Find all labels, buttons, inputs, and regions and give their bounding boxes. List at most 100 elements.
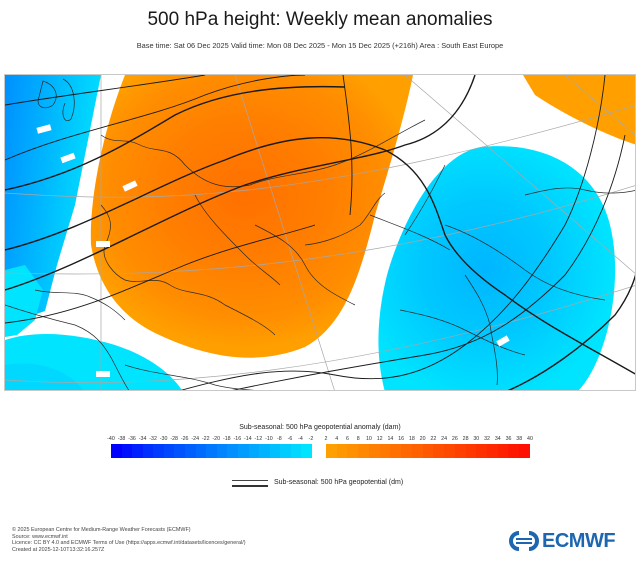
created-line: Created at 2025-12-10T13:32:16.257Z — [12, 546, 105, 553]
colorbar-tick-label: -6 — [287, 436, 293, 442]
colorbar-positive-swatch — [368, 444, 380, 458]
colorbar-negative-swatch — [290, 444, 302, 458]
source-line: Source: www.ecmwf.int — [12, 533, 68, 540]
colorbar-ticks-negative: -40 -38 -36 -34 -32 -30 -28 -26 -24 -22 -20 -18 -16-… — [107, 436, 314, 444]
colorbar-tick-label: -38 — [117, 436, 126, 442]
colorbar-negative-swatch — [163, 444, 175, 458]
colorbar-tick-label: -12 — [254, 436, 263, 442]
colorbar-tick-label: 16 — [398, 436, 405, 442]
colorbar-positive-swatch — [497, 444, 509, 458]
colorbar-negative-swatch — [111, 444, 122, 458]
negative-anomaly-west — [5, 75, 101, 325]
colorbar-tick-label: 34 — [494, 436, 501, 442]
colorbar-tick-label: -4 — [298, 436, 303, 442]
colorbar-ticks-positive: 2 4 6 8 10 12 14 16 18 20 22 24 26 28 30 32 34 36 38 40 — [324, 436, 533, 444]
colorbar-negative-swatch — [216, 444, 228, 458]
colorbar-positive-swatch — [379, 444, 391, 458]
colorbar-tick-label: -32 — [149, 436, 157, 442]
colorbar-tick-label: 40 — [527, 436, 533, 442]
licence-line: Licence: CC BY 4.0 and ECMWF Terms of Us… — [12, 540, 246, 547]
colorbar-positive-swatch — [390, 444, 402, 458]
colorbar-tick-label: 30 — [473, 436, 480, 442]
colorbar-tick-label: -14 — [244, 436, 252, 442]
colorbar-tick-label: 28 — [462, 436, 469, 442]
colorbar-tick-label: -16 — [233, 436, 242, 442]
colorbar-tick-label: 4 — [335, 436, 339, 442]
colorbar-positive-swatch — [347, 444, 359, 458]
colorbar-tick-label: 2 — [324, 436, 328, 442]
colorbar-tick-label: 20 — [419, 436, 426, 442]
colorbar-tick-label: -2 — [308, 436, 314, 442]
copyright-line: © 2025 European Centre for Medium-Range … — [12, 527, 191, 533]
colorbar-tick-label: 10 — [365, 436, 372, 442]
colorbar-tick-label: 14 — [387, 436, 394, 442]
colorbar-tick-label: 18 — [408, 436, 415, 442]
colorbar-positive — [326, 444, 530, 458]
contour-legend: Sub-seasonal: 500 hPa geopotential (dm) — [232, 478, 472, 492]
positive-anomaly-northeast — [523, 75, 635, 145]
colorbar-tick-label: 32 — [484, 436, 490, 442]
colorbar-negative — [111, 444, 312, 458]
colorbar-positive-swatch — [465, 444, 477, 458]
colorbar-tick-label: -28 — [170, 436, 178, 442]
positive-anomaly-central — [90, 75, 414, 358]
colorbar-tick-label: -22 — [201, 436, 210, 442]
colorbar-tick-label: -18 — [222, 436, 231, 442]
colorbar-negative-swatch — [280, 444, 291, 458]
colorbar-positive-swatch — [476, 444, 488, 458]
contour-labels — [36, 124, 510, 377]
colorbar-tick-label: 6 — [345, 436, 349, 442]
ecmwf-logo-text: ECMWF — [542, 529, 616, 552]
graticule — [5, 75, 635, 390]
colorbar-positive-swatch — [508, 444, 520, 458]
colorbar-positive-swatch — [326, 444, 337, 458]
contour-line-swatch — [232, 480, 268, 487]
colorbar-tick-label: 26 — [451, 436, 458, 442]
colorbar-tick-label: -26 — [180, 436, 189, 442]
colorbar-negative-swatch — [142, 444, 154, 458]
colorbar-negative-swatch — [248, 444, 260, 458]
colorbar-negative-swatch — [153, 444, 164, 458]
colorbar-tick-label: -8 — [277, 436, 282, 442]
ecmwf-logo-icon — [509, 531, 539, 551]
negative-anomaly-east — [378, 146, 616, 390]
colorbar-positive-swatch — [433, 444, 445, 458]
colorbar-negative-swatch — [174, 444, 186, 458]
colorbar-positive-swatch — [411, 444, 423, 458]
colorbar-tick-label: 36 — [505, 436, 512, 442]
colorbar-positive-swatch — [358, 444, 369, 458]
colorbar-negative-swatch — [237, 444, 249, 458]
colorbar-negative-swatch — [206, 444, 217, 458]
chart-subtitle: Base time: Sat 06 Dec 2025 Valid time: M… — [136, 41, 504, 50]
colorbar-positive-swatch — [401, 444, 412, 458]
colorbar-tick-label: 8 — [356, 436, 360, 442]
colorbar-negative-swatch — [195, 444, 207, 458]
colorbar-tick-label: 22 — [430, 436, 437, 442]
colorbar-positive-swatch — [519, 444, 530, 458]
colorbar-tick-label: -24 — [191, 436, 200, 442]
colorbar-positive-swatch — [336, 444, 348, 458]
map-canvas — [5, 75, 635, 390]
coastlines — [5, 78, 635, 390]
colorbar-tick-label: -40 — [107, 436, 115, 442]
anomaly-map — [4, 74, 636, 391]
colorbar-tick-label: 38 — [516, 436, 523, 442]
chart-title: 500 hPa height: Weekly mean anomalies — [147, 9, 493, 30]
colorbar-positive-swatch — [422, 444, 434, 458]
colorbar-negative-swatch — [301, 444, 312, 458]
colorbar-positive-swatch — [487, 444, 498, 458]
colorbar-tick-label: -36 — [128, 436, 136, 442]
colorbar-title: Sub-seasonal: 500 hPa geopotential anoma… — [239, 424, 401, 431]
colorbar-tick-label: -30 — [159, 436, 168, 442]
contour-legend-label: Sub-seasonal: 500 hPa geopotential (dm) — [274, 479, 404, 486]
colorbar-negative-swatch — [185, 444, 196, 458]
colorbar-negative-swatch — [121, 444, 133, 458]
colorbar-negative-swatch — [259, 444, 270, 458]
height-contours — [5, 75, 635, 390]
colorbar-tick-label: -10 — [265, 436, 273, 442]
footer-credits: © 2025 European Centre for Medium-Range … — [12, 527, 246, 553]
colorbar-tick-label: -20 — [212, 436, 221, 442]
colorbar-positive-swatch — [444, 444, 455, 458]
colorbar-tick-label: 12 — [376, 436, 383, 442]
colorbar-tick-label: -34 — [138, 436, 147, 442]
